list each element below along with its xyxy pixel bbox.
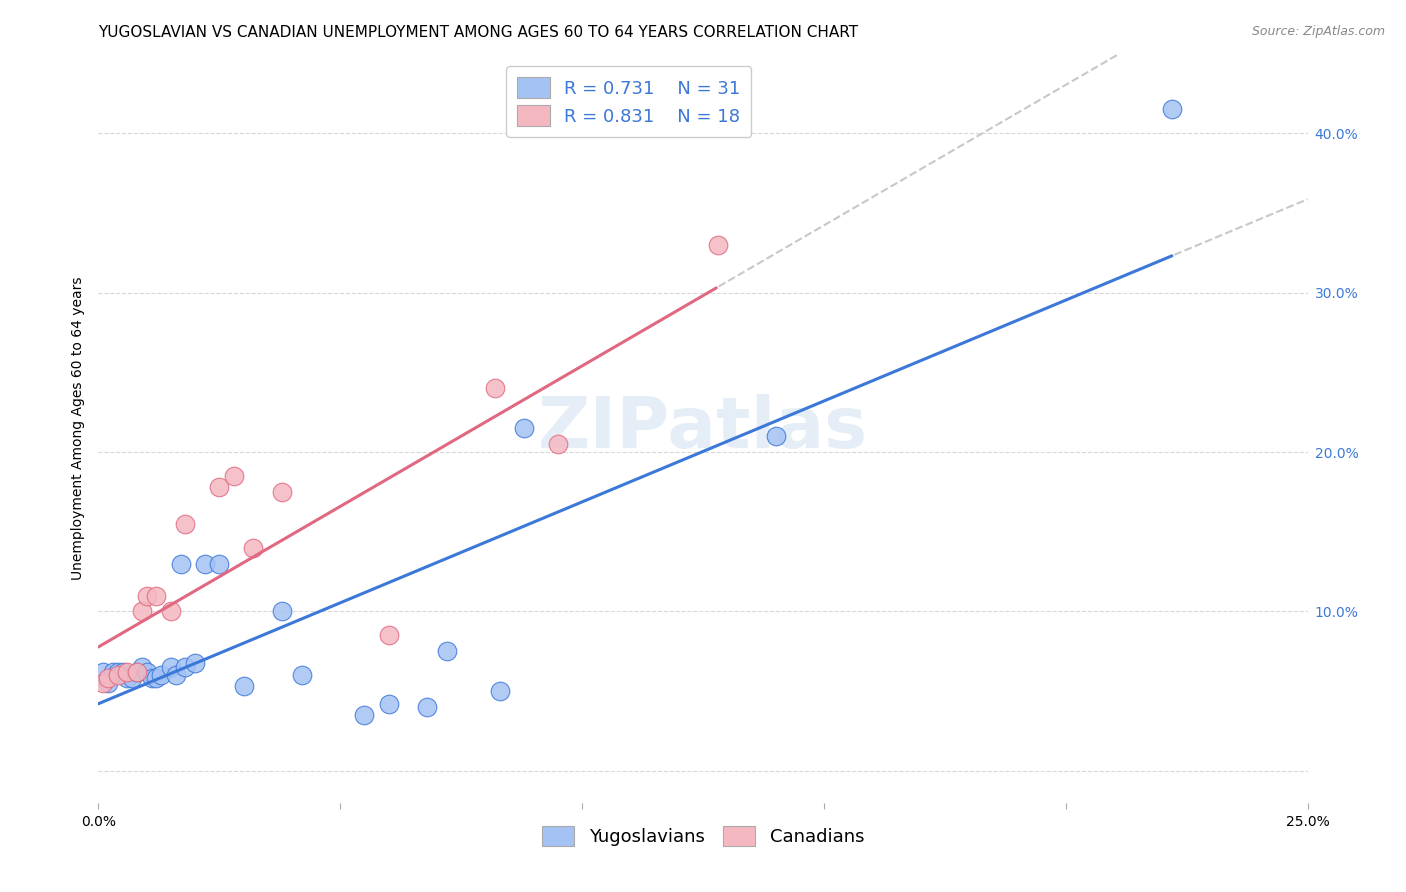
Point [165, 668, 187, 682]
Text: ZIPatlas: ZIPatlas [538, 393, 868, 463]
Point [765, 429, 787, 443]
Point [101, 665, 124, 679]
Point [127, 665, 149, 679]
Point [135, 665, 157, 679]
Point [131, 605, 153, 619]
Point [174, 516, 197, 531]
Point [160, 605, 183, 619]
Point [121, 672, 143, 686]
Point [271, 605, 294, 619]
Point [91, 676, 114, 690]
Point [111, 665, 134, 679]
Point [160, 660, 183, 674]
Point [377, 697, 399, 711]
Point [547, 437, 569, 451]
Point [222, 469, 245, 483]
Point [706, 237, 728, 252]
Point [141, 672, 163, 686]
Point [135, 589, 157, 603]
Point [117, 665, 139, 679]
Point [208, 480, 231, 494]
Text: Source: ZipAtlas.com: Source: ZipAtlas.com [1251, 25, 1385, 38]
Point [416, 700, 439, 714]
Point [484, 381, 506, 395]
Point [117, 672, 139, 686]
Point [377, 628, 399, 642]
Point [290, 668, 312, 682]
Point [208, 557, 231, 571]
Point [242, 541, 264, 555]
Point [436, 644, 458, 658]
Legend: Yugoslavians, Canadians: Yugoslavians, Canadians [534, 819, 872, 854]
Point [353, 708, 375, 723]
Point [271, 484, 294, 499]
Point [232, 680, 254, 694]
Point [97, 676, 120, 690]
Point [91, 665, 114, 679]
Point [127, 665, 149, 679]
Point [97, 672, 120, 686]
Point [169, 557, 191, 571]
Point [194, 557, 217, 571]
Point [489, 684, 512, 698]
Point [107, 665, 129, 679]
Point [174, 660, 197, 674]
Y-axis label: Unemployment Among Ages 60 to 64 years: Unemployment Among Ages 60 to 64 years [72, 277, 86, 580]
Point [184, 656, 207, 670]
Point [145, 672, 167, 686]
Point [513, 421, 536, 435]
Point [145, 589, 167, 603]
Point [131, 660, 153, 674]
Point [1161, 103, 1184, 117]
Text: YUGOSLAVIAN VS CANADIAN UNEMPLOYMENT AMONG AGES 60 TO 64 YEARS CORRELATION CHART: YUGOSLAVIAN VS CANADIAN UNEMPLOYMENT AMO… [98, 25, 859, 40]
Point [150, 668, 173, 682]
Point [107, 668, 129, 682]
